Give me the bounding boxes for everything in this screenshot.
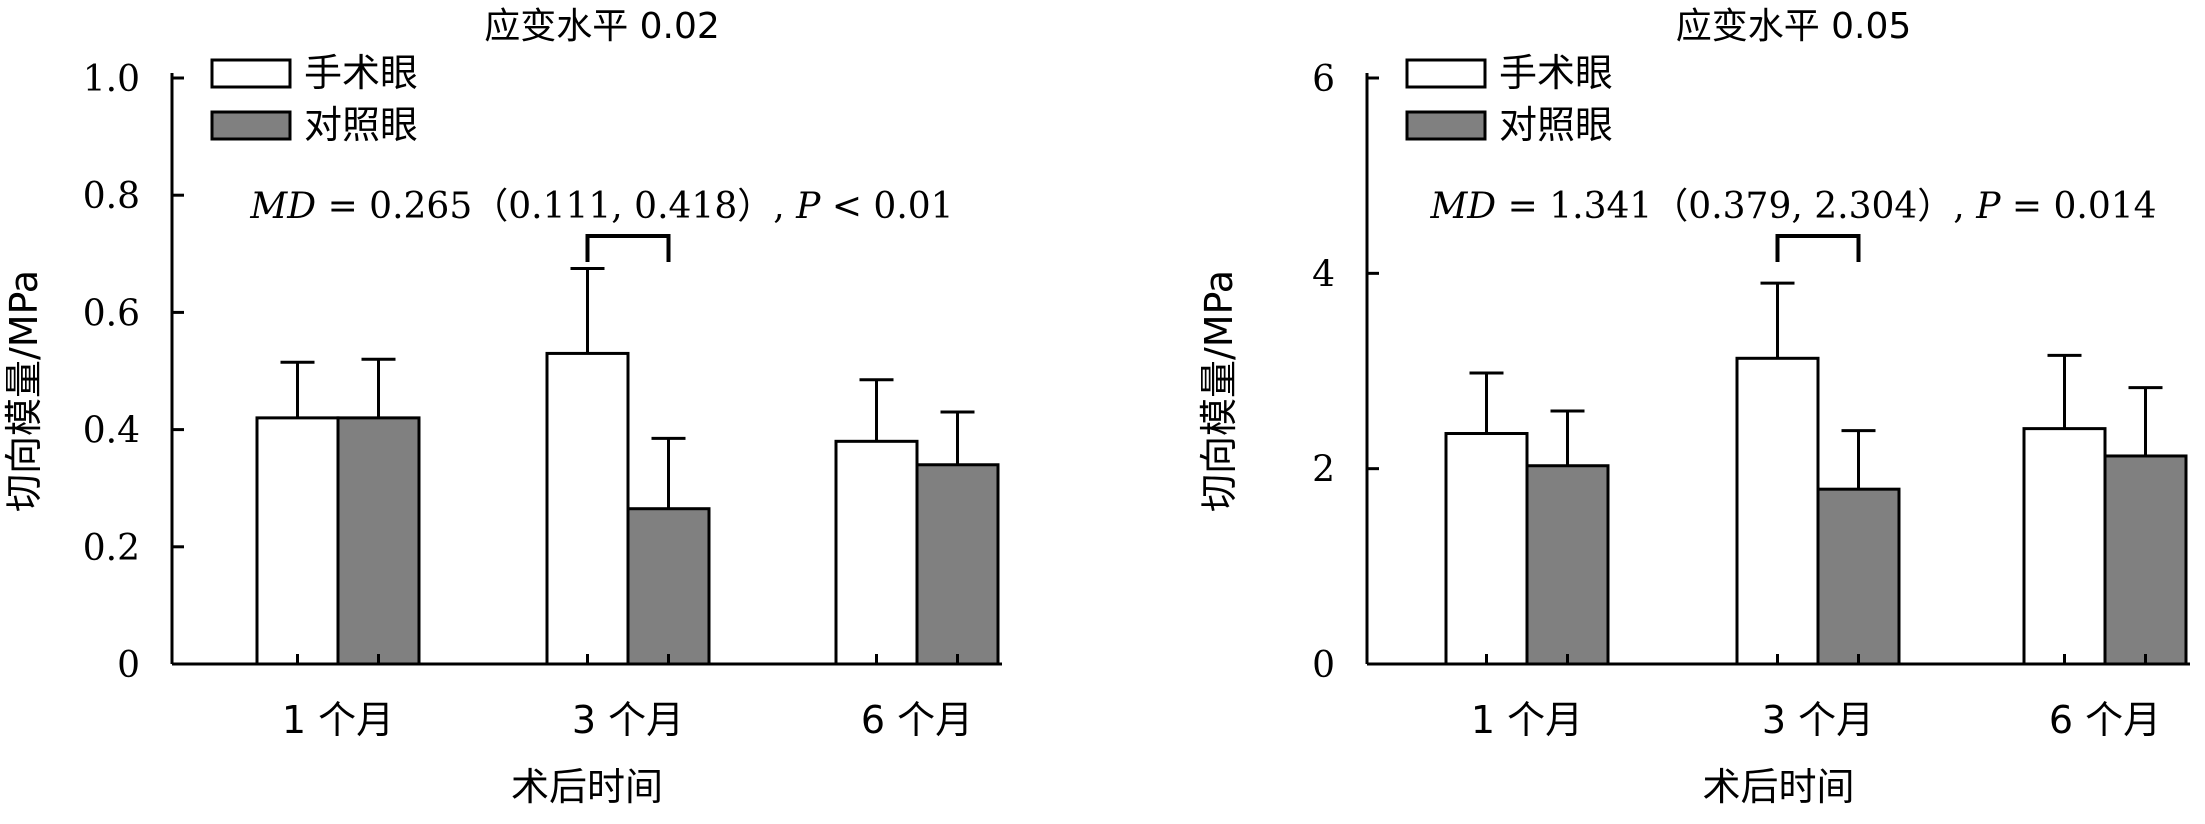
x-tick-label: 6 个月: [2049, 698, 2161, 742]
bar-control: [626, 507, 711, 666]
legend-swatch: [210, 58, 292, 89]
x-tick-label: 3 个月: [572, 698, 684, 742]
legend-label: 手术眼: [304, 51, 418, 95]
bar-surgery: [545, 351, 630, 666]
significance-bracket: [1775, 234, 1861, 262]
x-axis-label: 术后时间: [511, 765, 663, 809]
y-tick-label: 0.6: [83, 293, 140, 334]
bar-surgery: [2022, 427, 2107, 666]
bar-surgery: [1735, 356, 1820, 666]
y-tick-label: 2: [1312, 450, 1335, 491]
y-axis-label: 切向模量/MPa: [1197, 270, 1241, 512]
x-tick-label: 1 个月: [282, 698, 394, 742]
significance-bracket: [585, 234, 671, 262]
bar-surgery: [834, 439, 919, 666]
y-tick-label: 1.0: [83, 59, 140, 100]
y-tick-label: 0.2: [83, 528, 140, 569]
legend-swatch: [210, 110, 292, 141]
bar-control: [1816, 487, 1901, 666]
y-axis-label: 切向模量/MPa: [2, 270, 46, 512]
legend-swatch: [1405, 110, 1487, 141]
legend-label: 对照眼: [1499, 103, 1613, 147]
legend-label: 手术眼: [1499, 51, 1613, 95]
bar-control: [915, 463, 1000, 666]
bar-surgery: [255, 416, 340, 666]
legend-label: 对照眼: [304, 103, 418, 147]
bar-control: [2103, 454, 2188, 666]
y-tick-label: 0.4: [83, 411, 140, 452]
bar-control: [1525, 464, 1610, 666]
y-tick-label: 0: [117, 645, 140, 686]
chart-panel-2: 应变水平 0.05 切向模量/MPa 术后时间 0 2 4 6 1 个月 3 个月 6 个月 手术眼…: [1197, 6, 2190, 809]
legend-swatch: [1405, 58, 1487, 89]
y-tick-label: 0: [1312, 645, 1335, 686]
x-tick-label: 3 个月: [1762, 698, 1874, 742]
y-tick-label: 4: [1312, 254, 1335, 295]
bar-surgery: [1444, 432, 1529, 666]
x-tick-label: 6 个月: [861, 698, 973, 742]
y-tick-label: 0.8: [83, 176, 140, 217]
x-tick-label: 1 个月: [1471, 698, 1583, 742]
bar-control: [336, 416, 421, 666]
chart-panel-1: 应变水平 0.02 切向模量/MPa 术后时间 0 0.2 0.4 0.6 0.8 1.0 1 个…: [2, 6, 1002, 809]
y-tick-label: 6: [1312, 59, 1335, 100]
chart-title: 应变水平 0.05: [1676, 6, 1912, 47]
annotation-text: MD = 0.265（0.111, 0.418）, P < 0.01: [249, 186, 953, 227]
x-axis-label: 术后时间: [1702, 765, 1854, 809]
chart-title: 应变水平 0.02: [484, 6, 720, 47]
annotation-text: MD = 1.341（0.379, 2.304）, P = 0.014: [1429, 186, 2156, 227]
